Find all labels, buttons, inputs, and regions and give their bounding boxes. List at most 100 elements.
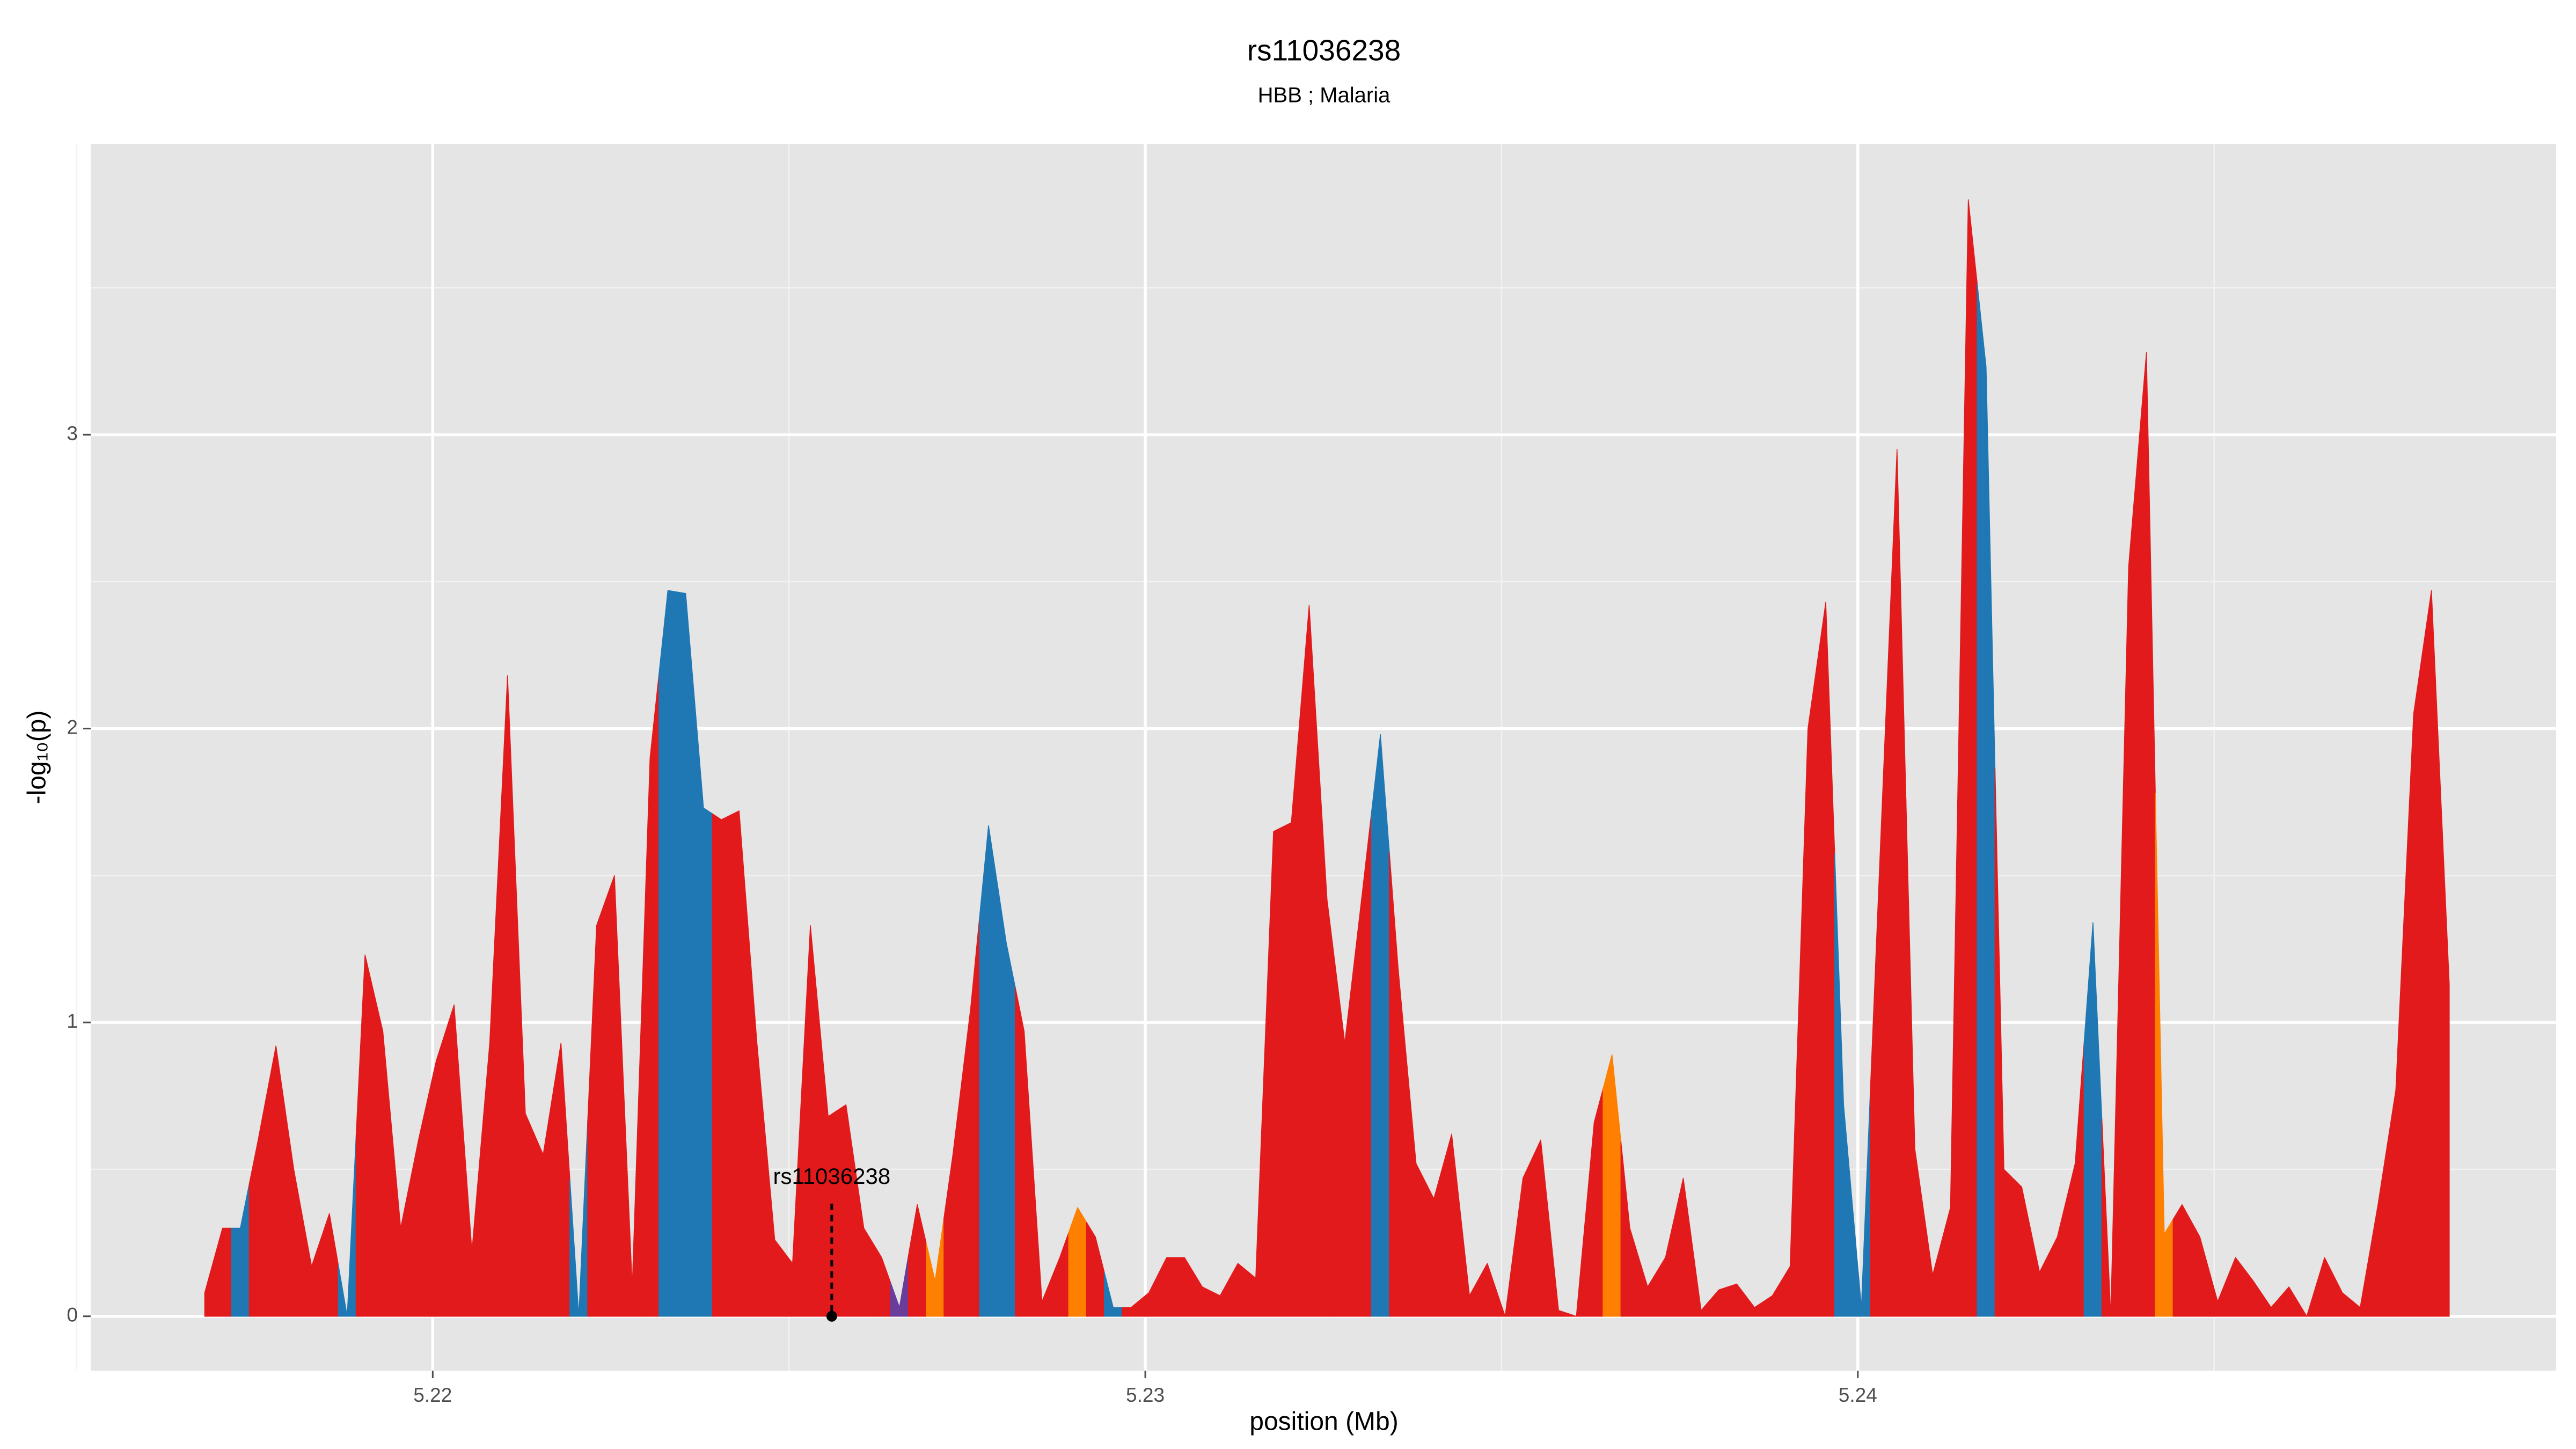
area-segment <box>997 884 1016 1317</box>
area-segment <box>926 1217 945 1317</box>
annotation-label: rs11036238 <box>773 1163 890 1189</box>
area-segment <box>2190 1220 2209 1317</box>
area-segment <box>658 590 677 1317</box>
area-segment <box>2101 941 2120 1317</box>
area-segment <box>2244 1269 2263 1317</box>
area-segment <box>1656 1217 1675 1317</box>
y-tick-label: 2 <box>67 716 78 738</box>
area-segment <box>1959 199 1978 1317</box>
area-segment <box>1424 1166 1444 1317</box>
area-segment <box>2404 652 2423 1317</box>
area-segment <box>284 1107 303 1317</box>
area-segment <box>409 1100 428 1317</box>
area-segment <box>1122 1299 1140 1317</box>
area-segment <box>2066 1042 2085 1317</box>
annotation-layer: rs11036238 <box>773 1163 890 1322</box>
area-segment <box>1638 1257 1657 1317</box>
area-segment <box>1264 826 1283 1317</box>
area-segment <box>2048 1199 2067 1317</box>
area-segment <box>1139 1275 1159 1317</box>
area-segment <box>1816 602 1835 1317</box>
area-segment <box>1318 751 1336 1317</box>
area-segment <box>1157 1257 1176 1317</box>
y-tick-label: 1 <box>67 1010 78 1032</box>
area-segment <box>837 1104 855 1317</box>
area-segment <box>462 1128 481 1317</box>
chart-subtitle: HBB ; Malaria <box>1258 84 1391 107</box>
area-segment <box>712 813 731 1317</box>
area-segment <box>2297 1286 2316 1317</box>
area-segment <box>1228 1263 1248 1317</box>
area-segment <box>890 1255 909 1317</box>
area-segment <box>908 1204 927 1317</box>
area-segment <box>1531 1139 1550 1317</box>
area-segment <box>1798 665 1818 1317</box>
area-segment <box>1478 1263 1497 1317</box>
area-segment <box>1994 767 2014 1317</box>
area-segment <box>1674 1177 1693 1317</box>
area-segment <box>1246 1054 1265 1317</box>
area-segment <box>2030 1229 2049 1317</box>
area-segment <box>2333 1275 2352 1317</box>
area-segment <box>1567 1219 1586 1317</box>
area-segment <box>1834 853 1853 1317</box>
area-segment <box>498 675 517 1317</box>
area-segment <box>979 825 998 1317</box>
area-segment <box>2137 352 2156 1317</box>
axes: 5.22 5.23 5.24 0 1 2 3 <box>67 422 1877 1406</box>
area-segment <box>1763 1280 1782 1317</box>
area-segment <box>1781 997 1800 1317</box>
area-segment <box>801 925 820 1317</box>
area-segment <box>2368 1147 2388 1317</box>
area-segment <box>1941 703 1960 1317</box>
area-segment <box>1050 1232 1070 1317</box>
area-segment <box>2083 922 2103 1317</box>
area-segment <box>640 674 660 1317</box>
area-segment <box>2422 590 2441 1317</box>
area-segment <box>1923 1211 1942 1317</box>
area-segment <box>2119 459 2138 1317</box>
y-axis-title: -log₁₀(p) <box>23 711 52 804</box>
area-segment <box>694 700 713 1317</box>
x-tick-label: 5.23 <box>1126 1384 1165 1406</box>
area-segment <box>1442 1133 1461 1317</box>
area-segment <box>2351 1255 2370 1317</box>
area-segment <box>765 1141 784 1317</box>
area-segment <box>2386 901 2405 1317</box>
area-segment <box>1549 1225 1568 1317</box>
area-segment <box>1460 1214 1479 1317</box>
area-segment <box>1407 1066 1425 1317</box>
area-segment <box>676 591 696 1317</box>
x-tick-label: 5.22 <box>413 1384 452 1406</box>
area-segment <box>320 1213 339 1317</box>
area-segment <box>1068 1207 1087 1317</box>
area-layer <box>204 199 2450 1317</box>
area-segment <box>2012 1177 2031 1317</box>
area-segment <box>623 1022 642 1317</box>
area-segment <box>1175 1257 1194 1317</box>
area-segment <box>961 916 980 1317</box>
area-segment <box>480 859 499 1317</box>
area-segment <box>1211 1279 1230 1317</box>
area-segment <box>605 875 624 1317</box>
area-segment <box>427 1032 446 1317</box>
area-segment <box>1033 1166 1051 1317</box>
area-segment <box>2440 787 2450 1317</box>
area-segment <box>729 810 749 1317</box>
x-tick-label: 5.24 <box>1839 1384 1877 1406</box>
area-segment <box>1887 449 1907 1317</box>
area-segment <box>231 1183 250 1317</box>
area-segment <box>2172 1204 2192 1317</box>
area-segment <box>1870 662 1889 1317</box>
area-segment <box>748 926 766 1317</box>
area-segment <box>854 1166 873 1317</box>
area-segment <box>1389 851 1408 1317</box>
area-segment <box>1977 283 1996 1317</box>
area-segment <box>1086 1221 1105 1317</box>
area-segment <box>444 1004 464 1317</box>
area-segment <box>783 1094 802 1317</box>
area-segment <box>1905 799 1924 1317</box>
area-segment <box>374 992 392 1317</box>
